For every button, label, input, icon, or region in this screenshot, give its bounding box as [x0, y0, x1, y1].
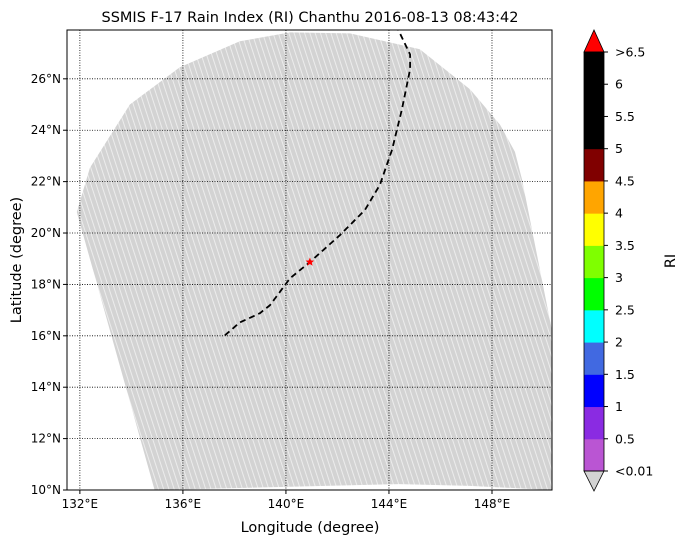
y-axis-label: Latitude (degree)	[9, 197, 25, 323]
y-tick-label: 26°N	[31, 72, 61, 86]
colorbar-tick-label: <0.01	[615, 464, 653, 479]
colorbar-label: RI	[663, 254, 679, 268]
colorbar-bin	[584, 180, 604, 214]
colorbar-bin	[584, 277, 604, 311]
colorbar-tick-label: >6.5	[615, 45, 645, 60]
colorbar-bin	[584, 406, 604, 440]
colorbar-tick-label: 4	[615, 206, 623, 221]
colorbar-tick-label: 2	[615, 335, 623, 350]
colorbar-tick-label: 6	[615, 77, 623, 92]
colorbar-bin	[584, 213, 604, 246]
y-tick-label: 16°N	[31, 329, 61, 343]
colorbar-bin	[584, 342, 604, 375]
colorbar-over-arrow	[583, 29, 605, 53]
colorbar-bin	[584, 245, 604, 279]
colorbar: <0.01 0.5 1 1.5 2 2.5 3 3.5 4 4.5 5 5.5 6 >6.5	[583, 29, 653, 492]
chart-title: SSMIS F-17 Rain Index (RI) Chanthu 2016-…	[102, 10, 519, 26]
x-tick-label: 148°E	[474, 497, 511, 511]
colorbar-frame	[583, 51, 605, 472]
colorbar-bin	[584, 148, 604, 182]
y-tick-label: 20°N	[31, 226, 61, 240]
y-tick-label: 12°N	[31, 432, 61, 446]
storm-center-marker	[305, 257, 315, 266]
colorbar-under-arrow	[583, 470, 605, 492]
x-axis-label: Longitude (degree)	[241, 520, 380, 536]
colorbar-tick-label: 0.5	[615, 431, 635, 446]
y-tick-label: 22°N	[31, 175, 61, 189]
colorbar-bin	[584, 116, 604, 150]
colorbar-bin	[584, 84, 604, 117]
x-tick-label: 132°E	[62, 497, 99, 511]
colorbar-tick-label: 5.5	[615, 109, 635, 124]
colorbar-bin	[584, 438, 604, 472]
colorbar-tick-label: 5	[615, 141, 623, 156]
y-tick-label: 14°N	[31, 380, 61, 394]
storm-track	[224, 30, 411, 336]
x-tick-label: 144°E	[371, 497, 408, 511]
colorbar-bin	[584, 52, 604, 85]
y-tick-label: 10°N	[31, 483, 61, 497]
colorbar-bin	[584, 374, 604, 408]
colorbar-tick-label: 1.5	[615, 367, 635, 382]
y-tick-label: 18°N	[31, 277, 61, 291]
colorbar-tick-label: 3.5	[615, 238, 635, 253]
x-tick-label: 140°E	[268, 497, 305, 511]
colorbar-tick-label: 3	[615, 270, 623, 285]
colorbar-bin	[584, 309, 604, 343]
plot-frame	[66, 29, 553, 491]
colorbar-tick-label: 2.5	[615, 302, 635, 317]
colorbar-tick-label: 1	[615, 399, 623, 414]
y-tick-label: 24°N	[31, 123, 61, 137]
swath-coverage	[76, 32, 552, 490]
x-tick-label: 136°E	[165, 497, 202, 511]
colorbar-tick-label: 4.5	[615, 173, 635, 188]
